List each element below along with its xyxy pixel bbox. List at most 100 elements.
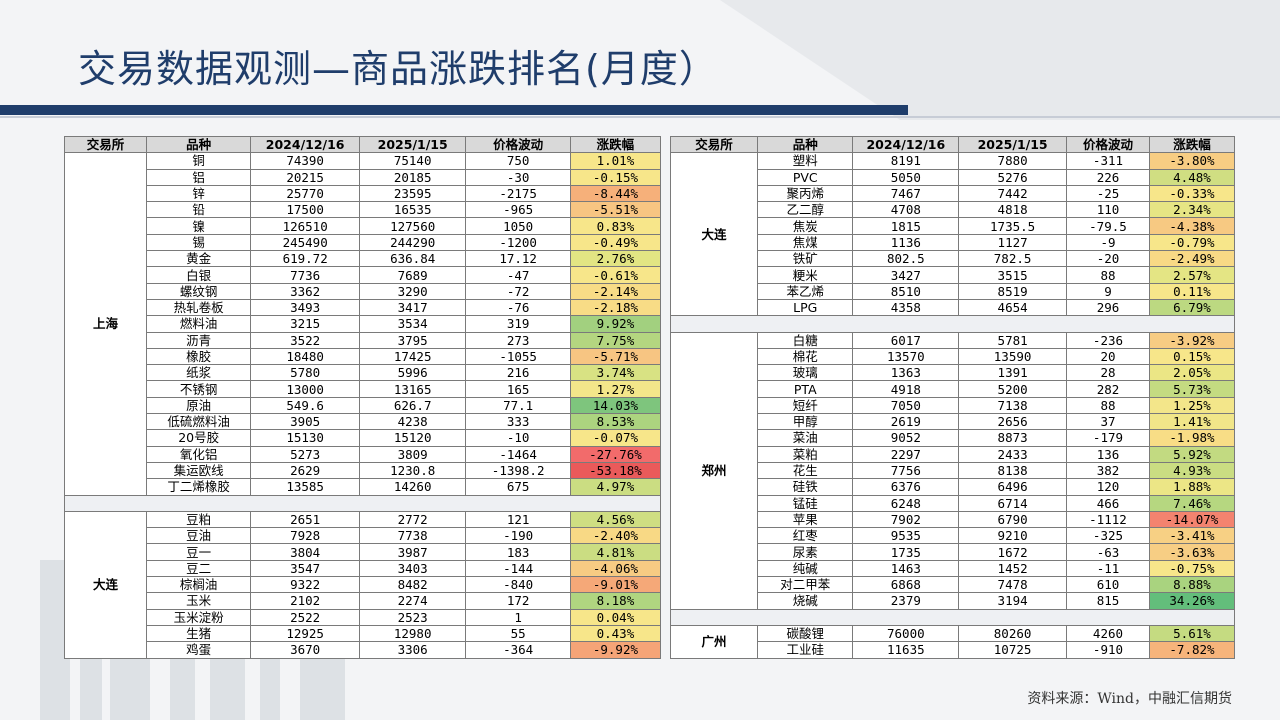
price-date1-cell: 13000 (250, 380, 360, 398)
table-row: 黄金 619.72 636.84 17.12 2.76% (65, 250, 662, 268)
price-change-cell: 9 (1066, 282, 1150, 300)
variety-cell: 硅铁 (757, 478, 854, 496)
pct-change-cell: -4.06% (569, 559, 662, 578)
table-row: PTA 4918 5200 282 5.73% (671, 380, 1236, 398)
price-change-cell: 121 (465, 510, 571, 529)
pct-change-cell: -53.18% (569, 461, 662, 480)
price-change-cell: -364 (465, 641, 571, 659)
price-date1-cell: 3493 (250, 298, 360, 317)
price-change-cell: -63 (1066, 543, 1150, 561)
price-date1-cell: 4358 (852, 298, 960, 317)
price-date1-cell: 13585 (250, 478, 360, 496)
price-change-cell: -47 (465, 266, 571, 284)
table-row: 豆一 3804 3987 183 4.81% (65, 543, 662, 561)
variety-cell: 豆一 (145, 543, 252, 561)
price-date2-cell: 75140 (358, 152, 467, 170)
table-row: 锡 245490 244290 -1200 -0.49% (65, 233, 662, 252)
price-change-cell: 88 (1066, 266, 1150, 284)
price-date1-cell: 6248 (852, 494, 960, 512)
variety-cell: 聚丙烯 (757, 184, 854, 203)
table-row: 尿素 1735 1672 -63 -3.63% (671, 543, 1236, 561)
price-change-cell: 172 (465, 592, 571, 610)
variety-cell: 纯碱 (757, 559, 854, 578)
pct-change-cell: -0.79% (1148, 233, 1236, 252)
table-row: 工业硅 11635 10725 -910 -7.82% (671, 641, 1236, 659)
table-row: 大连 豆粕 2651 2772 121 4.56% (64, 510, 662, 659)
price-date2-cell: 7738 (358, 527, 467, 545)
pct-change-cell: -9.01% (569, 576, 662, 594)
pct-change-cell: 5.61% (1148, 624, 1236, 643)
pct-change-cell: 0.11% (1148, 282, 1236, 300)
pct-change-cell: 4.48% (1148, 168, 1236, 186)
price-date1-cell: 4918 (852, 380, 960, 398)
variety-cell: 花生 (757, 461, 854, 480)
variety-cell: 短纤 (757, 396, 854, 415)
price-date2-cell: 13165 (358, 380, 467, 398)
variety-cell: 菜粕 (757, 445, 854, 463)
price-change-cell: 20 (1066, 347, 1150, 366)
price-date2-cell: 5276 (958, 168, 1068, 186)
table-row: 锌 25770 23595 -2175 -8.44% (65, 184, 662, 203)
pct-change-cell: -0.15% (569, 168, 662, 186)
price-date1-cell: 20215 (250, 168, 360, 186)
table-row: 苯乙烯 8510 8519 9 0.11% (671, 282, 1236, 300)
price-date2-cell: 5200 (958, 380, 1068, 398)
table-row: 菜粕 2297 2433 136 5.92% (671, 445, 1236, 463)
table-row: 螺纹钢 3362 3290 -72 -2.14% (65, 282, 662, 300)
price-date2-cell: 3403 (358, 559, 467, 578)
price-date2-cell: 4654 (958, 298, 1068, 317)
table-row: 豆二 3547 3403 -144 -4.06% (65, 559, 662, 578)
title-underline (0, 105, 908, 115)
pct-change-cell: 1.27% (569, 380, 662, 398)
pct-change-cell: 5.92% (1148, 445, 1236, 463)
table-row: 镍 126510 127560 1050 0.83% (65, 217, 662, 235)
table-row: 鸡蛋 3670 3306 -364 -9.92% (65, 641, 662, 659)
variety-cell: 鸡蛋 (145, 641, 252, 659)
table-row: 上海铜 74390 75140 750 1.01% (64, 152, 662, 496)
pct-change-cell: 4.81% (569, 543, 662, 561)
price-change-cell: -79.5 (1066, 217, 1150, 235)
price-date2-cell: 2433 (958, 445, 1068, 463)
price-change-cell: 296 (1066, 298, 1150, 317)
table-row: 烧碱 2379 3194 815 34.26% (671, 592, 1236, 610)
pct-change-cell: 5.73% (1148, 380, 1236, 398)
variety-cell: 棕榈油 (145, 576, 252, 594)
price-change-cell: -11 (1066, 559, 1150, 578)
price-change-cell: -20 (1066, 250, 1150, 268)
price-date1-cell: 8510 (852, 282, 960, 300)
variety-cell: 锰硅 (757, 494, 854, 512)
price-date2-cell: 16535 (358, 201, 467, 219)
price-date1-cell: 7902 (852, 510, 960, 529)
variety-cell: 乙二醇 (757, 201, 854, 219)
price-date2-cell: 1391 (958, 364, 1068, 382)
variety-cell: 丁二烯橡胶 (145, 478, 252, 496)
price-date1-cell: 3670 (250, 641, 360, 659)
table-row: 锰硅 6248 6714 466 7.46% (671, 494, 1236, 512)
exchange-cell: 大连 (669, 152, 759, 317)
price-date2-cell: 3795 (358, 331, 467, 349)
price-date1-cell: 1463 (852, 559, 960, 578)
exchange-cell: 郑州 (669, 331, 759, 610)
table-row: 广州 碳酸锂 76000 80260 4260 5.61% (669, 624, 1236, 659)
pct-change-cell: 2.34% (1148, 201, 1236, 219)
variety-cell: 铝 (145, 168, 252, 186)
price-date1-cell: 1363 (852, 364, 960, 382)
variety-cell: 豆粕 (145, 510, 252, 529)
pct-change-cell: -2.18% (569, 298, 662, 317)
variety-cell: 烧碱 (757, 592, 854, 610)
price-date1-cell: 2297 (852, 445, 960, 463)
price-date2-cell: 12980 (358, 624, 467, 643)
price-date2-cell: 1672 (958, 543, 1068, 561)
table-row: 棕榈油 9322 8482 -840 -9.01% (65, 576, 662, 594)
pct-change-cell: 7.75% (569, 331, 662, 349)
price-date1-cell: 76000 (852, 624, 960, 643)
variety-cell: 铁矿 (757, 250, 854, 268)
group-separator-row (64, 494, 661, 512)
pct-change-cell: 4.56% (569, 510, 662, 529)
price-date1-cell: 6868 (852, 576, 960, 594)
header-exchange: 交易所 (669, 135, 759, 154)
table-row: 玻璃 1363 1391 28 2.05% (671, 364, 1236, 382)
price-date1-cell: 5273 (250, 445, 360, 463)
price-date2-cell: 2523 (358, 608, 467, 626)
price-change-cell: -9 (1066, 233, 1150, 252)
